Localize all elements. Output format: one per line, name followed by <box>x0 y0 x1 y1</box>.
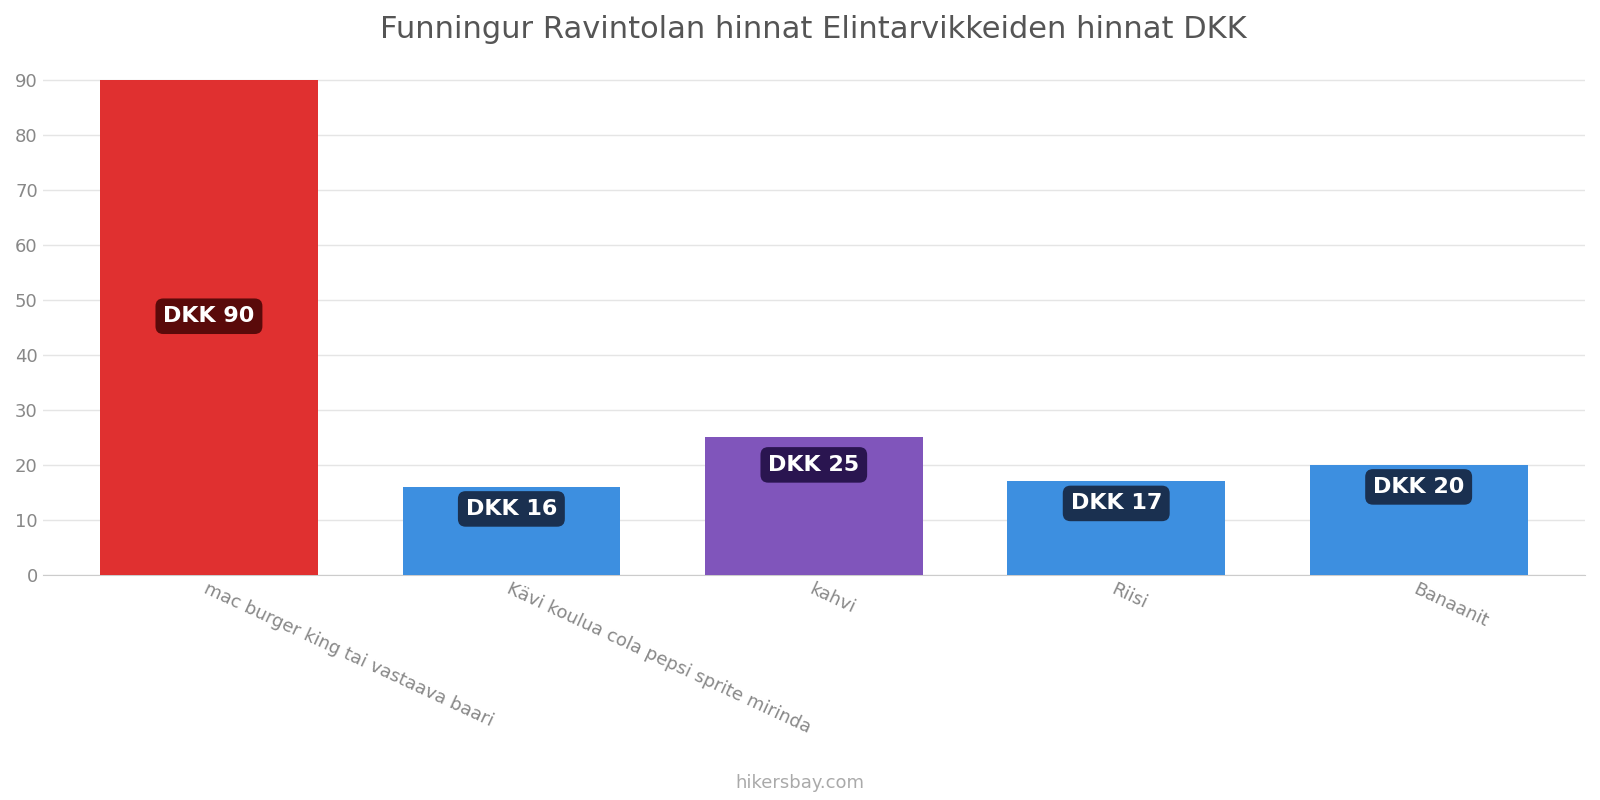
Text: hikersbay.com: hikersbay.com <box>736 774 864 792</box>
Bar <box>1310 465 1528 575</box>
Text: DKK 16: DKK 16 <box>466 499 557 519</box>
Bar <box>403 487 621 575</box>
Text: DKK 20: DKK 20 <box>1373 477 1464 497</box>
Bar <box>1008 482 1226 575</box>
Text: DKK 17: DKK 17 <box>1070 494 1162 514</box>
Title: Funningur Ravintolan hinnat Elintarvikkeiden hinnat DKK: Funningur Ravintolan hinnat Elintarvikke… <box>381 15 1246 44</box>
Bar <box>706 438 923 575</box>
Text: DKK 25: DKK 25 <box>768 455 859 475</box>
Bar <box>101 79 318 575</box>
Text: DKK 90: DKK 90 <box>163 306 254 326</box>
